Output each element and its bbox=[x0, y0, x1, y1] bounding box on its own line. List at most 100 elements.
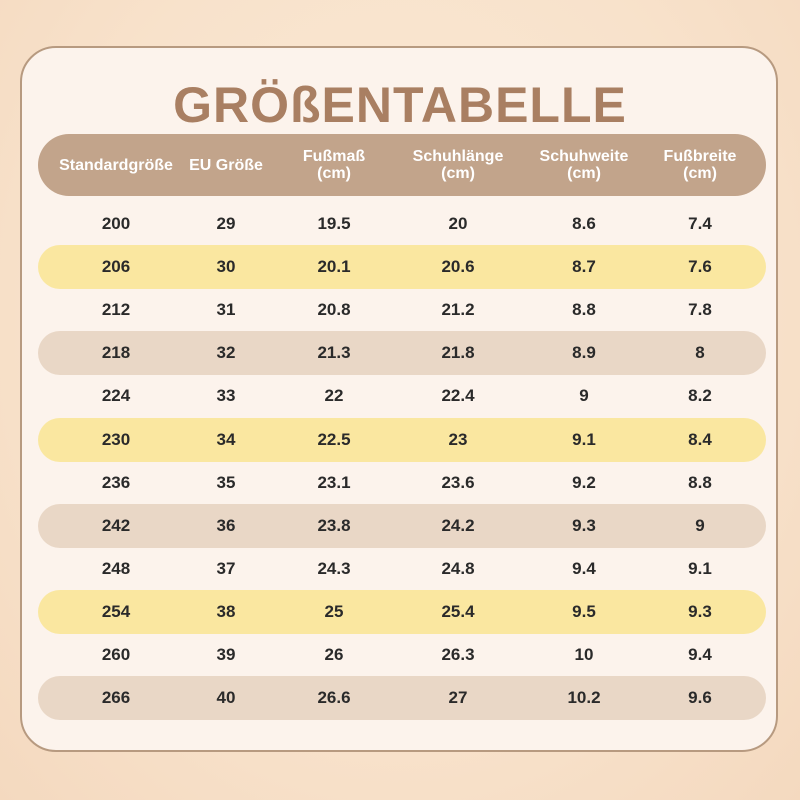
table-cell: 26.3 bbox=[441, 645, 475, 664]
table-cell: 7.8 bbox=[688, 300, 712, 320]
table-cell: 8.6 bbox=[572, 214, 596, 233]
table-cell: 8.2 bbox=[688, 386, 712, 406]
table-cell: 9.3 bbox=[572, 515, 596, 535]
table-cell: 38 bbox=[216, 601, 236, 621]
table-row: 212 31 20.8 21.2 8.8 7.8 bbox=[38, 288, 766, 332]
table-cell: 8.8 bbox=[688, 472, 712, 492]
table-cell: 20.6 bbox=[441, 257, 475, 277]
table-cell: 9.4 bbox=[572, 558, 596, 578]
table-row: 248 37 24.3 24.8 9.4 9.1 bbox=[38, 547, 766, 591]
table-cell: 25.4 bbox=[441, 601, 475, 621]
table-cell: 8 bbox=[695, 343, 705, 363]
table-cell: 20 bbox=[448, 214, 468, 233]
table-cell: 39 bbox=[216, 645, 236, 664]
table-cell: 21.8 bbox=[441, 343, 475, 363]
table-cell: 242 bbox=[101, 515, 131, 535]
table-row: 230 34 22.5 23 9.1 8.4 bbox=[38, 417, 766, 462]
column-header-label: Fußbreite bbox=[663, 148, 737, 165]
column-header: Schuhweite (cm) bbox=[524, 134, 644, 196]
table-cell: 9 bbox=[695, 515, 705, 535]
table-cell: 23.1 bbox=[317, 472, 351, 492]
table-cell: 24.8 bbox=[441, 558, 475, 578]
table-cell: 32 bbox=[216, 343, 236, 363]
table-cell: 9.3 bbox=[688, 601, 712, 621]
table-cell: 224 bbox=[101, 386, 131, 406]
table-cell: 8.4 bbox=[688, 429, 712, 449]
column-header: EU Größe bbox=[166, 134, 286, 196]
column-header-label: Fußmaß bbox=[302, 148, 366, 165]
table-cell: 40 bbox=[216, 688, 236, 708]
column-header: Standardgröße bbox=[56, 134, 176, 196]
table-cell: 37 bbox=[216, 558, 236, 578]
table-cell: 24.2 bbox=[441, 515, 475, 535]
column-header-unit: (cm) bbox=[567, 165, 601, 182]
table-cell: 230 bbox=[101, 429, 131, 449]
table-cell: 30 bbox=[216, 257, 236, 277]
table-row: 236 35 23.1 23.6 9.2 8.8 bbox=[38, 461, 766, 505]
table-cell: 218 bbox=[101, 343, 131, 363]
table-row: 224 33 22 22.4 9 8.2 bbox=[38, 374, 766, 418]
table-cell: 20.8 bbox=[317, 300, 351, 320]
column-header: Fußbreite (cm) bbox=[640, 134, 760, 196]
table-cell: 24.3 bbox=[317, 558, 351, 578]
table-cell: 31 bbox=[216, 300, 236, 320]
table-cell: 23.8 bbox=[317, 515, 351, 535]
table-cell: 7.6 bbox=[688, 257, 712, 277]
table-cell: 25 bbox=[324, 601, 344, 621]
column-header: Schuhlänge (cm) bbox=[398, 134, 518, 196]
table-cell: 10.2 bbox=[567, 688, 601, 708]
table-cell: 8.7 bbox=[572, 257, 596, 277]
column-header-label: EU Größe bbox=[189, 156, 263, 174]
table-cell: 9 bbox=[579, 386, 589, 406]
table-row: 242 36 23.8 24.2 9.3 9 bbox=[38, 503, 766, 548]
table-cell: 19.5 bbox=[317, 214, 351, 233]
table-cell: 36 bbox=[216, 515, 236, 535]
table-cell: 200 bbox=[101, 214, 131, 233]
column-header-unit: (cm) bbox=[441, 165, 475, 182]
table-row: 218 32 21.3 21.8 8.9 8 bbox=[38, 331, 766, 376]
table-cell: 10 bbox=[574, 645, 594, 664]
table-cell: 22 bbox=[324, 386, 344, 406]
table-cell: 26.6 bbox=[317, 688, 351, 708]
table-cell: 212 bbox=[101, 300, 131, 320]
table-cell: 22.5 bbox=[317, 429, 351, 449]
table-cell: 254 bbox=[101, 601, 131, 621]
table-cell: 23 bbox=[448, 429, 468, 449]
table-cell: 21.3 bbox=[317, 343, 351, 363]
table-cell: 23.6 bbox=[441, 472, 475, 492]
table-cell: 33 bbox=[216, 386, 236, 406]
table-cell: 236 bbox=[101, 472, 131, 492]
table-header: Standardgröße EU Größe Fußmaß (cm) Schuhläng… bbox=[38, 134, 766, 196]
table-cell: 26 bbox=[324, 645, 344, 664]
column-header-label: Schuhlänge bbox=[412, 148, 504, 165]
table-cell: 9.1 bbox=[688, 558, 712, 578]
table-cell: 7.4 bbox=[688, 214, 712, 233]
table-cell: 260 bbox=[101, 645, 131, 664]
table-cell: 21.2 bbox=[441, 300, 475, 320]
column-header: Fußmaß (cm) bbox=[274, 134, 394, 196]
table-cell: 266 bbox=[101, 688, 131, 708]
column-header-unit: (cm) bbox=[683, 165, 717, 182]
table-cell: 35 bbox=[216, 472, 236, 492]
page-title: GRÖßENTABELLE bbox=[173, 77, 627, 133]
table-cell: 8.8 bbox=[572, 300, 596, 320]
table-cell: 9.5 bbox=[572, 601, 596, 621]
column-header-unit: (cm) bbox=[317, 165, 351, 182]
table-row: 260 39 26 26.3 10 9.4 bbox=[38, 633, 766, 677]
table-cell: 206 bbox=[101, 257, 131, 277]
table-row: 266 40 26.6 27 10.2 9.6 bbox=[38, 676, 766, 721]
column-header-label: Standardgröße bbox=[59, 156, 173, 174]
table-row: 254 38 25 25.4 9.5 9.3 bbox=[38, 589, 766, 634]
table-cell: 9.1 bbox=[572, 429, 596, 449]
column-header-label: Schuhweite bbox=[539, 148, 629, 165]
table-cell: 8.9 bbox=[572, 343, 596, 363]
table-row: 206 30 20.1 20.6 8.7 7.6 bbox=[38, 245, 766, 290]
table-cell: 34 bbox=[216, 429, 236, 449]
table-row: 200 29 19.5 20 8.6 7.4 bbox=[38, 202, 766, 246]
table-cell: 29 bbox=[216, 214, 236, 233]
table-cell: 9.2 bbox=[572, 472, 596, 492]
table-cell: 20.1 bbox=[317, 257, 351, 277]
table-cell: 248 bbox=[101, 558, 131, 578]
table-cell: 22.4 bbox=[441, 386, 475, 406]
table-cell: 9.4 bbox=[688, 645, 712, 664]
